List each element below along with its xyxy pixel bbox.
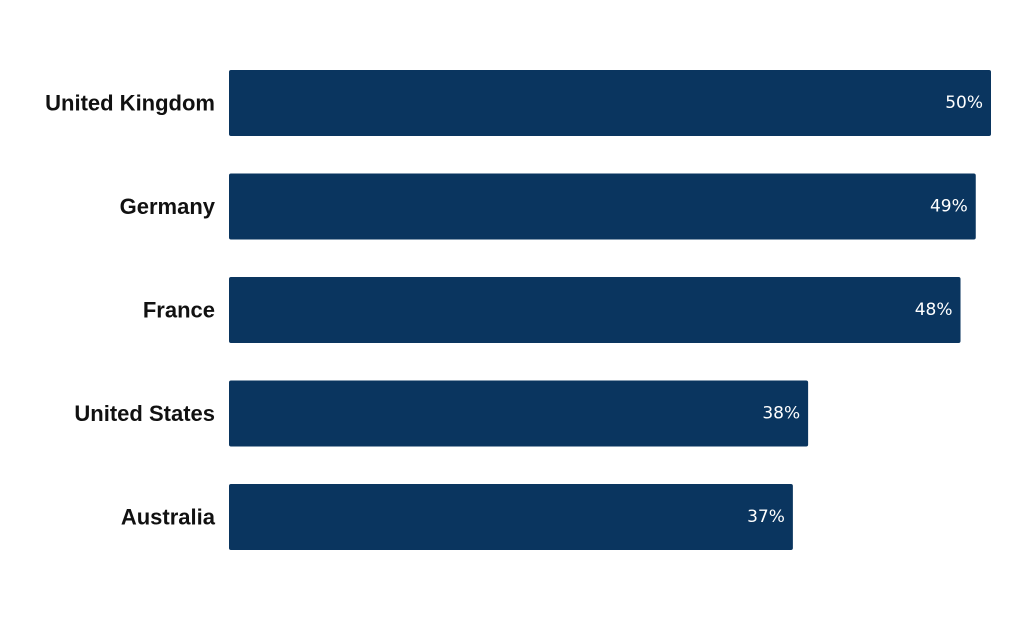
bars-layer bbox=[229, 70, 991, 550]
value-labels: 50% 49% 48% 38% 37% bbox=[747, 93, 983, 527]
category-label: Australia bbox=[121, 505, 216, 530]
value-label: 38% bbox=[762, 404, 800, 424]
value-label: 50% bbox=[945, 93, 983, 113]
bar-united-states bbox=[229, 380, 809, 447]
category-labels: United Kingdom Germany France United States… bbox=[45, 91, 216, 530]
value-label: 48% bbox=[915, 300, 953, 320]
value-label: 49% bbox=[930, 197, 968, 217]
bar-germany bbox=[229, 173, 976, 240]
category-label: United States bbox=[74, 401, 215, 426]
value-label: 37% bbox=[747, 507, 785, 527]
bar-france bbox=[229, 277, 961, 343]
category-label: United Kingdom bbox=[45, 91, 215, 116]
bar-australia bbox=[229, 484, 793, 550]
category-label: France bbox=[143, 298, 215, 323]
bar-united-kingdom bbox=[229, 70, 991, 136]
category-label: Germany bbox=[120, 194, 216, 219]
